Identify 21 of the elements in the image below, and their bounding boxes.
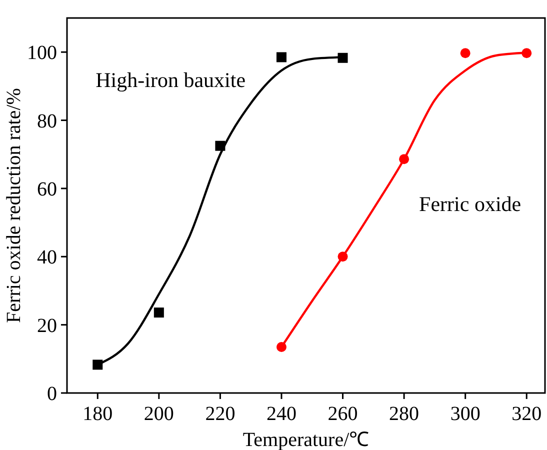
y-tick-label: 80 [37, 110, 57, 132]
x-tick-label: 240 [266, 403, 296, 425]
y-axis-title: Ferric oxide reduction rate/% [3, 88, 25, 323]
y-tick-label: 0 [47, 383, 57, 405]
y-tick-label: 20 [37, 314, 57, 337]
x-tick-label: 220 [205, 403, 236, 425]
x-tick-label: 300 [450, 403, 480, 425]
series-label: High-iron bauxite [96, 68, 246, 92]
x-tick-label: 260 [328, 403, 358, 425]
y-tick-label: 60 [37, 178, 57, 200]
x-tick-label: 320 [512, 403, 542, 425]
x-axis-title: Temperature/℃ [242, 429, 370, 450]
point [154, 308, 164, 318]
x-tick-label: 280 [389, 403, 420, 425]
y-tick-label: 40 [37, 246, 57, 269]
series-label: Ferric oxide [419, 192, 522, 216]
point [460, 48, 470, 58]
x-tick-label: 180 [82, 403, 113, 425]
y-tick-label: 100 [27, 42, 57, 64]
x-tick-label: 200 [144, 403, 174, 425]
point [276, 52, 286, 62]
